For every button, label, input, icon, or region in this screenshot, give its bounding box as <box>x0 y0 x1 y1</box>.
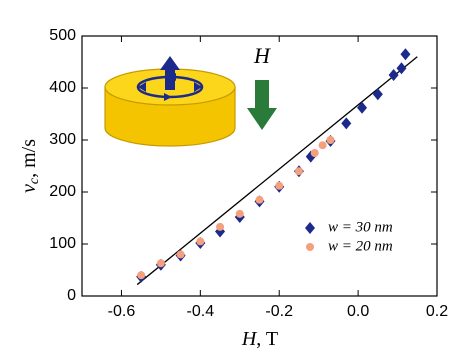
fit-line <box>136 56 418 286</box>
x-label-unit: , T <box>256 328 278 350</box>
y-tick-label: 0 <box>67 287 76 304</box>
circle-point <box>318 141 327 150</box>
diamond-point <box>357 101 368 114</box>
inset-illustration <box>104 56 277 147</box>
x-tick-label: 0.2 <box>426 303 448 320</box>
circle-point <box>275 181 284 190</box>
circle-point <box>137 271 146 280</box>
diamond-point <box>388 69 399 81</box>
circle-point <box>176 250 185 259</box>
diamond-point <box>400 48 411 61</box>
x-label-var: H <box>241 328 258 350</box>
x-tick-label: -0.6 <box>108 303 136 320</box>
y-label-sub: c <box>27 177 42 184</box>
circle-point <box>294 167 303 176</box>
x-tick-label: 0.0 <box>347 303 369 320</box>
y-label-var: v <box>18 184 40 193</box>
circle-point <box>310 149 319 157</box>
legend-marker <box>305 222 315 234</box>
field-annotation: H <box>253 43 271 68</box>
x-tick-label: -0.4 <box>187 303 215 320</box>
plot-frame <box>81 35 438 297</box>
y-tick-label: 200 <box>49 183 76 200</box>
y-tick-label: 500 <box>49 27 76 44</box>
diamond-point <box>372 88 383 101</box>
circle-point <box>255 195 264 204</box>
circle-point <box>156 259 165 268</box>
circle-point <box>235 209 244 218</box>
circle-point <box>216 222 225 231</box>
diamond-point <box>396 62 407 75</box>
legend-label: w = 20 nm <box>328 238 393 254</box>
legend-label: w = 30 nm <box>328 219 393 235</box>
diamond-point <box>341 117 352 130</box>
y-axis-label: vc, m/s <box>18 139 43 193</box>
circle-point <box>326 136 335 144</box>
y-tick-label: 300 <box>49 131 76 148</box>
x-axis-label: H, T <box>241 328 278 350</box>
y-tick-label: 400 <box>49 79 76 96</box>
y-tick-label: 100 <box>49 235 76 252</box>
x-tick-label: -0.2 <box>265 303 293 320</box>
y-label-unit: , m/s <box>18 139 40 178</box>
circle-point <box>196 237 205 246</box>
legend-marker <box>306 243 314 251</box>
